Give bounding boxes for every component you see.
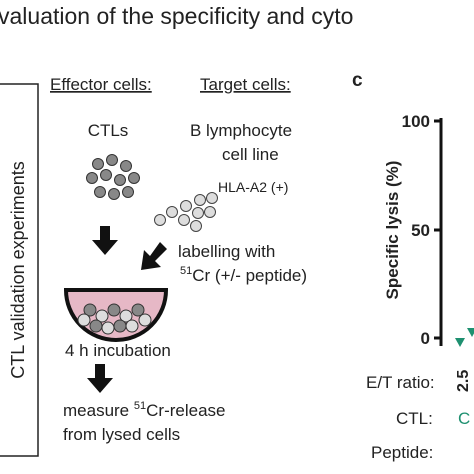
side-box <box>0 83 39 457</box>
panel-label: c <box>352 70 363 91</box>
ctl-cells <box>86 154 140 200</box>
arrow <box>87 364 113 393</box>
side-label: CTL validation experiments <box>8 161 28 378</box>
effector-heading: Effector cells: <box>50 75 152 94</box>
labelling-text: labelling with <box>178 242 275 261</box>
et-value: 2.5 <box>455 370 472 392</box>
row-label: Peptide: <box>371 443 433 462</box>
data-point <box>467 328 474 337</box>
superscript: 51 <box>180 265 192 277</box>
superscript: 51 <box>134 400 146 412</box>
measure-prefix: measure <box>63 401 134 420</box>
y-tick-label: 0 <box>421 329 430 348</box>
y-axis-label: Specific lysis (%) <box>383 161 402 300</box>
arrow <box>141 242 167 270</box>
target-name: B lymphocyte <box>190 121 292 140</box>
figure-title: valuation of the specificity and cyto <box>0 3 353 29</box>
target-name: cell line <box>222 145 279 164</box>
effector-name: CTLs <box>88 121 129 140</box>
y-tick-label: 100 <box>402 112 430 131</box>
mixed-cells <box>77 303 152 335</box>
row-label: CTL: <box>396 409 433 428</box>
target-cells <box>154 192 218 232</box>
ctl-value: C <box>458 409 470 428</box>
data-point <box>455 338 465 347</box>
y-tick-label: 50 <box>411 221 430 240</box>
labelling-isotope: Cr (+/- peptide) <box>192 266 307 285</box>
arrow <box>92 226 118 255</box>
measure-text: measure 51Cr-release <box>63 400 225 420</box>
measure-suffix: Cr-release <box>146 401 225 420</box>
labelling-text: 51Cr (+/- peptide) <box>180 265 307 285</box>
row-label: E/T ratio: <box>366 373 435 392</box>
target-marker: HLA-A2 (+) <box>218 179 288 195</box>
target-heading: Target cells: <box>200 75 291 94</box>
measure-text: from lysed cells <box>63 425 180 444</box>
incubation-text: 4 h incubation <box>65 341 171 360</box>
